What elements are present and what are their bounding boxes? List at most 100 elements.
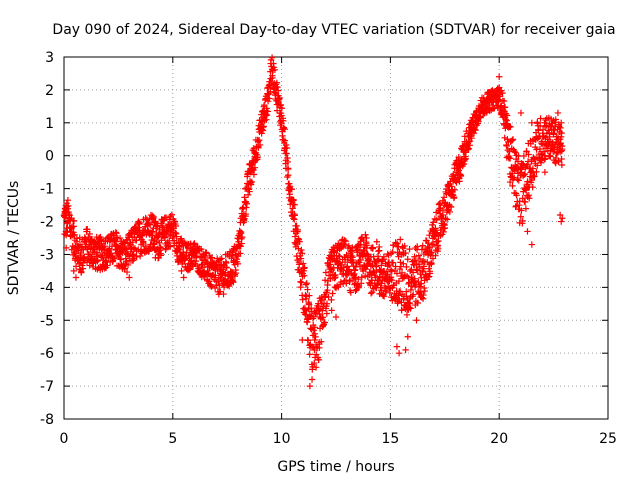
data-point: [246, 188, 253, 195]
data-point: [446, 208, 454, 216]
data-point: [308, 376, 316, 383]
data-point: [389, 248, 396, 256]
data-point: [113, 230, 120, 237]
data-point: [302, 281, 310, 288]
data-point: [310, 327, 318, 334]
data-point: [86, 230, 93, 238]
data-point: [321, 277, 329, 284]
data-point: [117, 256, 125, 263]
data-point: [380, 293, 388, 300]
data-point: [448, 183, 455, 190]
data-point: [416, 283, 424, 290]
data-point: [216, 282, 223, 289]
data-point: [402, 346, 409, 354]
data-point: [278, 105, 286, 112]
data-point: [398, 306, 405, 314]
y-tick-label: 1: [45, 116, 54, 132]
data-point: [291, 233, 299, 240]
data-point: [327, 261, 334, 268]
data-point: [250, 171, 258, 178]
data-point: [93, 249, 101, 256]
data-point: [514, 176, 521, 183]
data-point: [212, 272, 219, 279]
data-point: [61, 205, 69, 212]
data-point: [522, 205, 530, 212]
data-point: [152, 254, 159, 261]
data-point: [510, 174, 518, 181]
data-point: [311, 359, 318, 367]
data-point: [142, 242, 150, 250]
data-point: [426, 268, 434, 275]
x-tick-label: 15: [381, 431, 399, 447]
data-point: [84, 226, 91, 233]
data-point: [398, 299, 405, 306]
data-point: [173, 233, 180, 240]
data-point: [335, 252, 343, 260]
data-point: [558, 155, 565, 163]
data-point: [519, 195, 526, 202]
data-point: [403, 292, 410, 300]
data-point: [237, 230, 245, 237]
data-point: [306, 312, 313, 319]
data-point: [536, 122, 544, 130]
data-point: [269, 74, 276, 82]
y-tick-label: -2: [40, 215, 54, 231]
data-point: [333, 282, 341, 290]
data-point: [64, 196, 72, 204]
data-point: [62, 231, 70, 239]
data-point: [284, 158, 292, 166]
data-point: [447, 203, 455, 211]
y-tick-label: 2: [45, 83, 54, 99]
data-point: [351, 274, 358, 281]
data-point: [387, 274, 395, 281]
data-point: [323, 310, 331, 317]
data-point: [517, 213, 525, 220]
data-point: [419, 242, 426, 249]
data-point: [506, 178, 514, 186]
data-point: [329, 290, 336, 297]
data-point: [306, 382, 314, 390]
data-point: [376, 290, 383, 298]
data-point: [289, 205, 296, 212]
data-point: [426, 244, 433, 252]
data-point: [529, 184, 536, 191]
data-point: [420, 291, 427, 299]
data-point: [181, 256, 189, 263]
grid-lines: [64, 57, 608, 419]
data-point: [496, 93, 504, 100]
data-point: [281, 125, 288, 133]
data-point: [518, 166, 525, 173]
data-point: [507, 123, 514, 131]
data-point: [557, 139, 565, 147]
data-point: [283, 150, 290, 157]
data-point: [316, 310, 323, 318]
data-point: [206, 282, 214, 290]
data-point: [321, 319, 328, 326]
data-points: [60, 54, 566, 390]
data-point: [503, 112, 511, 119]
data-point: [352, 287, 359, 294]
data-point: [465, 138, 473, 146]
data-point: [311, 336, 318, 344]
data-point: [375, 256, 382, 263]
data-point: [455, 167, 463, 174]
data-point: [154, 222, 161, 229]
data-point: [324, 286, 331, 294]
data-point: [416, 263, 423, 271]
data-point: [379, 256, 386, 264]
data-point: [220, 290, 227, 298]
data-point: [152, 218, 159, 226]
data-point: [263, 112, 271, 119]
data-point: [291, 201, 298, 208]
data-point: [462, 155, 469, 162]
data-point: [301, 264, 308, 271]
data-point: [413, 317, 420, 324]
data-point: [404, 333, 412, 340]
data-point: [328, 307, 335, 314]
data-point: [362, 231, 369, 238]
data-point: [312, 333, 319, 341]
data-point: [369, 245, 376, 252]
data-point: [358, 280, 365, 287]
data-point: [503, 142, 510, 150]
